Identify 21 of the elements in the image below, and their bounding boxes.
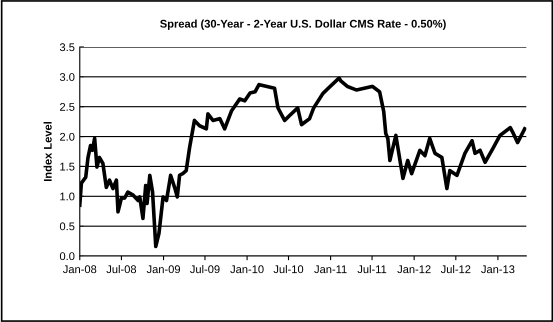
x-tick-label: Jan-08 <box>62 265 96 274</box>
y-tick-label: 2.0 <box>60 132 74 141</box>
x-tick-label: Jul-12 <box>440 265 470 274</box>
y-tick-label: 3.0 <box>60 73 74 81</box>
x-tick-label: Jan-13 <box>481 265 514 274</box>
y-tick-label: 1.0 <box>60 192 74 200</box>
y-tick-label: 1.5 <box>60 162 74 171</box>
y-tick-label: 2.5 <box>60 102 74 111</box>
x-tick-label: Jan-12 <box>397 265 431 274</box>
y-tick-label: 0.5 <box>60 222 74 230</box>
x-tick-label: Jan-11 <box>314 265 347 274</box>
x-tick-label: Jan-10 <box>230 265 264 274</box>
x-tick-label: Jul-09 <box>190 265 220 274</box>
y-tick-label: 0.0 <box>60 252 74 260</box>
x-tick-label: Jan-09 <box>146 265 180 274</box>
x-tick-label: Jul-08 <box>106 265 136 274</box>
y-axis-title: Index Level <box>44 122 52 182</box>
x-tick-label: Jul-10 <box>274 265 304 274</box>
y-tick-label: 3.5 <box>60 43 74 52</box>
x-tick-label: Jul-11 <box>357 265 386 274</box>
chart-title: Spread (30-Year - 2-Year U.S. Dollar CMS Rate - 0.50%) <box>160 20 446 30</box>
